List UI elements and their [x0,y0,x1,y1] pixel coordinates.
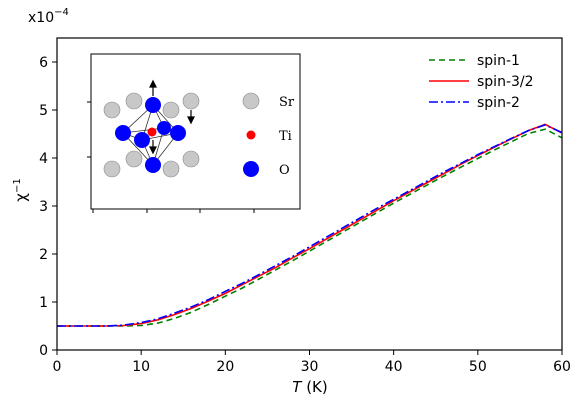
inset-legend-label: Ti [279,129,292,144]
y-tick-label: 4 [39,151,48,167]
inset-legend-marker [242,92,260,110]
series-line-spin-2 [57,124,563,327]
inset-legend-marker [246,130,256,140]
y-tick-label: 1 [39,295,48,311]
y-offset-label: x10−4 [28,7,69,26]
y-tick-label: 5 [39,103,48,119]
x-tick-label: 10 [132,359,150,375]
plot-frame [56,37,563,351]
legend-label: spin-3/2 [477,74,534,90]
series-line-spin-3/2 [57,123,563,327]
x-tick-label: 30 [301,359,319,375]
series-line-spin-1 [57,128,563,327]
x-axis-label: T (K) [292,378,327,396]
legend-label: spin-1 [477,53,520,69]
x-tick-label: 60 [553,359,571,375]
x-tick-label: 40 [385,359,403,375]
y-tick-label: 2 [39,247,48,263]
sr-atoms [103,92,200,178]
o-atoms [115,97,186,173]
legend-label: spin-2 [477,95,520,111]
inset-legend-label: O [279,163,290,178]
inset-legend-label: Sr [279,95,295,110]
x-tick-label: 50 [469,359,487,375]
inset-legend: Sr Ti O [242,92,295,178]
y-tick-label: 0 [39,343,48,359]
axis-ticks: 0 10 20 30 40 50 60 0 1 2 3 4 5 6 [39,55,571,375]
inset: Sr Ti O [87,53,301,213]
crystal-structure [103,79,200,178]
spin-arrows [149,79,195,155]
y-axis-label: χ−1 [12,178,30,201]
x-tick-label: 0 [53,359,62,375]
inset-legend-marker [243,161,259,177]
legend: spin-1 spin-3/2 spin-2 [429,53,534,111]
series-group [57,123,563,327]
y-tick-label: 3 [39,199,48,215]
x-tick-label: 20 [216,359,234,375]
inset-ticks [87,101,255,213]
ti-atom [147,127,157,137]
y-tick-label: 6 [39,55,48,71]
